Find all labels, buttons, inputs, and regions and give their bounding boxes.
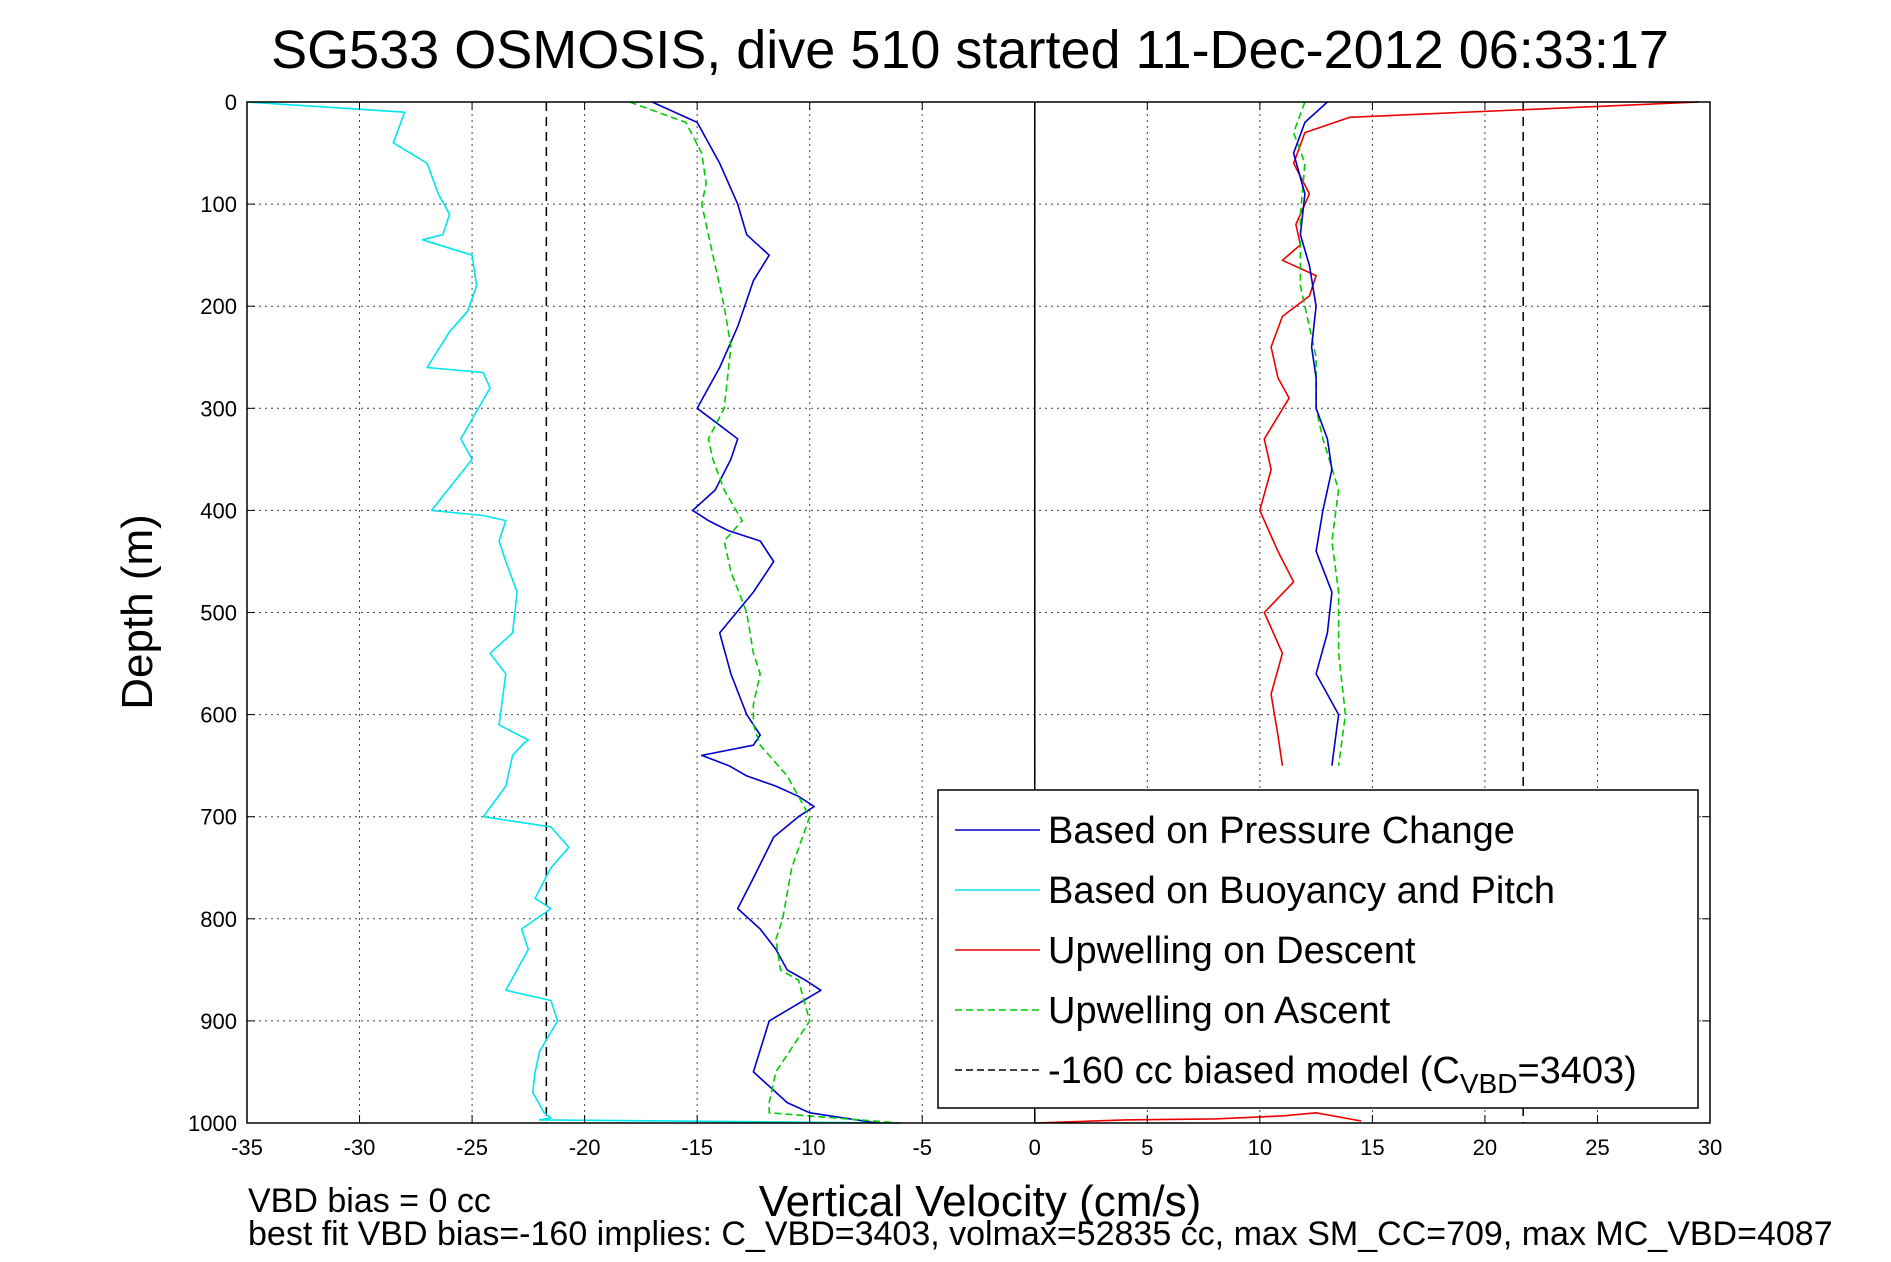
legend-label: Based on Pressure Change: [1048, 810, 1515, 852]
legend-label-subscript: VBD: [1460, 1068, 1518, 1099]
x-tick-label: -5: [912, 1135, 932, 1160]
chart-title: SG533 OSMOSIS, dive 510 started 11-Dec-2…: [271, 20, 1669, 80]
x-tick-label: -30: [344, 1135, 376, 1160]
y-tick-label: 600: [200, 703, 237, 728]
x-ticks: -35 -30 -25 -20 -15 -10 -5 0 5 10 15 20 25 30: [231, 102, 1722, 1160]
y-tick-label: 800: [200, 907, 237, 932]
series-line-buoyancy: [246, 101, 900, 1124]
y-tick-label: 900: [200, 1009, 237, 1034]
x-tick-label: 0: [1029, 1135, 1041, 1160]
x-tick-label: 20: [1473, 1135, 1497, 1160]
y-tick-label: 100: [200, 192, 237, 217]
legend-label: -160 cc biased model (CVBD=3403): [1048, 1050, 1637, 1099]
x-tick-label: 10: [1248, 1135, 1272, 1160]
y-tick-label: 700: [200, 805, 237, 830]
legend-label: Upwelling on Descent: [1048, 930, 1416, 972]
series-line-bottom: [1034, 1112, 1362, 1124]
x-tick-label: -15: [681, 1135, 713, 1160]
series-group: [246, 101, 1699, 1124]
x-tick-label: -10: [794, 1135, 826, 1160]
y-tick-label: 200: [200, 294, 237, 319]
x-tick-label: -35: [231, 1135, 263, 1160]
legend-box: [937, 789, 1699, 1109]
legend: Based on Pressure Change Based on Buoyanc…: [937, 789, 1699, 1109]
y-tick-label: 1000: [188, 1111, 237, 1136]
x-tick-label: 15: [1360, 1135, 1384, 1160]
series-line-ascent_right: [1292, 101, 1347, 766]
x-tick-label: 25: [1585, 1135, 1609, 1160]
x-tick-label: -25: [456, 1135, 488, 1160]
y-tick-label: 400: [200, 498, 237, 523]
x-axis-label: Vertical Velocity (cm/s): [759, 1177, 1202, 1226]
x-tick-label: 5: [1141, 1135, 1153, 1160]
x-tick-label: 30: [1698, 1135, 1722, 1160]
series-line-descent: [1259, 101, 1699, 766]
series-line-ascent: [629, 101, 900, 1124]
series-line-pressure: [651, 101, 878, 1124]
x-tick-label: -20: [569, 1135, 601, 1160]
legend-label-prefix: -160 cc biased model (C: [1048, 1050, 1460, 1092]
legend-label: Upwelling on Ascent: [1048, 990, 1391, 1032]
legend-label: Based on Buoyancy and Pitch: [1048, 870, 1555, 912]
y-ticks: 0 100 200 300 400 500 600 700 800 900 1000: [188, 90, 1710, 1136]
series-line-pressure_right: [1292, 101, 1340, 766]
y-axis-label: Depth (m): [113, 514, 162, 710]
y-tick-label: 0: [225, 90, 237, 115]
y-tick-label: 500: [200, 601, 237, 626]
legend-label-suffix: =3403): [1517, 1050, 1636, 1092]
footnote-vbd-bias: VBD bias = 0 cc: [248, 1182, 491, 1220]
y-tick-label: 300: [200, 396, 237, 421]
footnote-best-fit: best fit VBD bias=-160 implies: C_VBD=34…: [248, 1215, 1833, 1253]
